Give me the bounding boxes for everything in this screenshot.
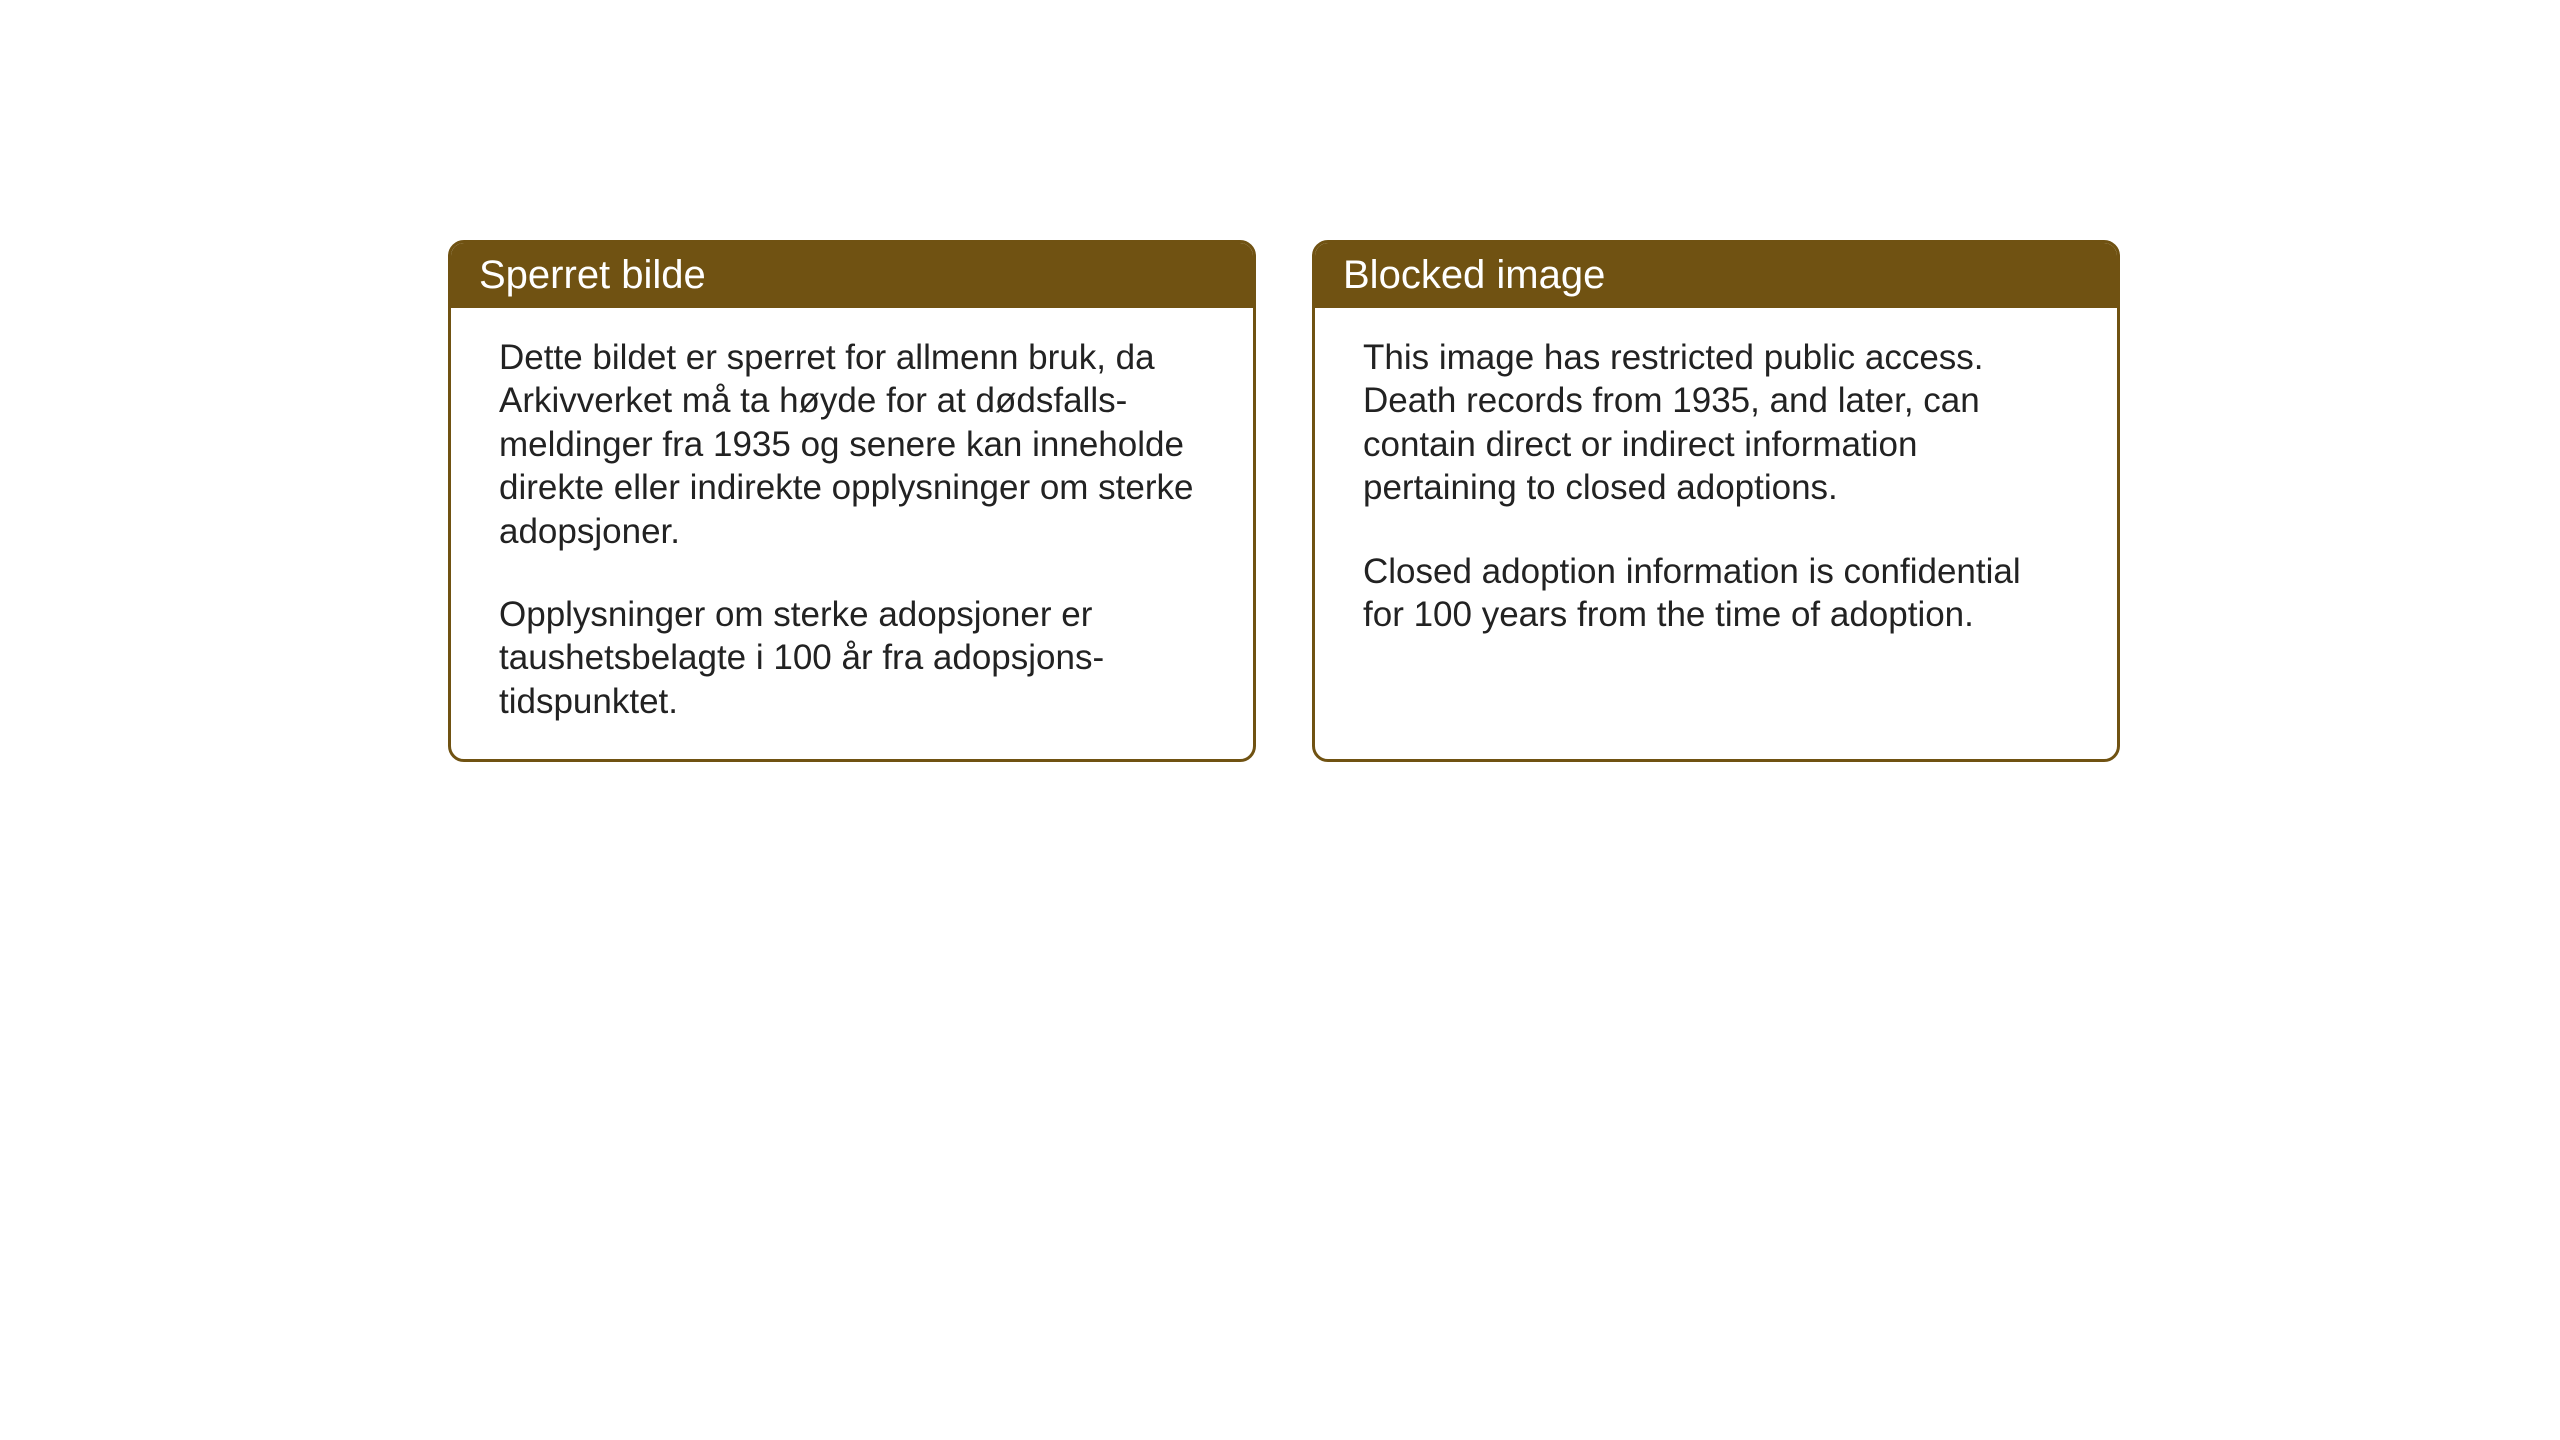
notice-body-english: This image has restricted public access.…	[1315, 308, 2117, 748]
notice-paragraph-1-norwegian: Dette bildet er sperret for allmenn bruk…	[499, 336, 1205, 553]
notice-card-norwegian: Sperret bilde Dette bildet er sperret fo…	[448, 240, 1256, 762]
notice-paragraph-2-english: Closed adoption information is confident…	[1363, 550, 2069, 637]
notice-card-english: Blocked image This image has restricted …	[1312, 240, 2120, 762]
notice-paragraph-1-english: This image has restricted public access.…	[1363, 336, 2069, 510]
notice-header-english: Blocked image	[1315, 243, 2117, 308]
notice-container: Sperret bilde Dette bildet er sperret fo…	[448, 240, 2120, 762]
notice-body-norwegian: Dette bildet er sperret for allmenn bruk…	[451, 308, 1253, 759]
notice-header-norwegian: Sperret bilde	[451, 243, 1253, 308]
notice-paragraph-2-norwegian: Opplysninger om sterke adopsjoner er tau…	[499, 593, 1205, 723]
